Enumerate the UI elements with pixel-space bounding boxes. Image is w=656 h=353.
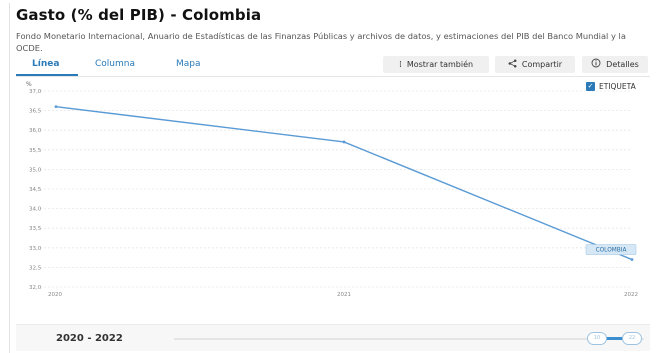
legend[interactable]: ✓ ETIQUETA — [586, 82, 636, 91]
range-footer: 2020 - 2022 10 22 — [16, 324, 650, 351]
y-tick-label: 36,0 — [29, 128, 42, 134]
year-slider-fill — [606, 337, 636, 340]
share-icon — [508, 59, 517, 71]
series-line-colombia — [55, 105, 633, 261]
x-tick-label: 2021 — [337, 292, 351, 298]
x-tick-label: 2020 — [48, 292, 62, 298]
x-tick-label: 2022 — [624, 292, 638, 298]
data-point — [54, 105, 58, 109]
y-axis-unit-label: % — [26, 81, 32, 88]
tab-linea[interactable]: Línea — [32, 59, 60, 69]
year-range-label: 2020 - 2022 — [56, 333, 123, 344]
data-point — [630, 258, 634, 261]
y-tick-label: 34,5 — [29, 187, 42, 193]
page-title: Gasto (% del PIB) - Colombia — [16, 6, 262, 24]
y-tick-label: 32,5 — [29, 265, 42, 271]
show-also-label: Mostrar también — [406, 60, 474, 69]
tab-mapa[interactable]: Mapa — [176, 59, 201, 69]
y-tick-label: 33,0 — [29, 246, 42, 252]
share-button[interactable]: Compartir — [495, 56, 575, 73]
y-tick-label: 33,5 — [29, 226, 42, 232]
chart-tabs: Línea Columna Mapa — [16, 55, 650, 77]
info-icon — [591, 58, 601, 71]
y-tick-label: 36,5 — [29, 109, 42, 115]
series-end-label: COLOMBIA — [596, 248, 627, 254]
chart-area: % 32,0 32,5 33,0 33,5 34,0 34,5 35,0 35,5 36,0 36,… — [16, 76, 650, 318]
line-chart: % 32,0 32,5 33,0 33,5 34,0 34,5 35,0 35,5 36,0 36,… — [26, 81, 638, 298]
y-tick-label: 35,5 — [29, 148, 42, 154]
active-tab-indicator — [16, 74, 78, 76]
slider-handle-end[interactable]: 22 — [622, 332, 642, 345]
year-slider-track[interactable] — [174, 338, 644, 340]
legend-label: ETIQUETA — [599, 82, 636, 91]
page-frame — [9, 3, 656, 353]
show-also-button[interactable]: ⁞ Mostrar también — [383, 56, 489, 73]
source-note: Fondo Monetario Internacional, Anuario d… — [16, 31, 626, 53]
checkbox-checked-icon[interactable]: ✓ — [586, 82, 595, 91]
details-label: Detalles — [606, 60, 639, 69]
y-tick-label: 32,0 — [29, 285, 42, 291]
series-end-label-box — [585, 244, 637, 255]
tab-columna[interactable]: Columna — [95, 59, 135, 69]
vertical-line-icon: ⁞ — [398, 59, 402, 70]
details-button[interactable]: Detalles — [582, 56, 648, 73]
y-tick-label: 37,0 — [29, 89, 42, 95]
y-tick-label: 35,0 — [29, 167, 42, 173]
data-point — [342, 140, 346, 144]
y-tick-label: 34,0 — [29, 207, 42, 213]
share-label: Compartir — [521, 60, 563, 69]
slider-handle-start[interactable]: 10 — [587, 332, 607, 345]
